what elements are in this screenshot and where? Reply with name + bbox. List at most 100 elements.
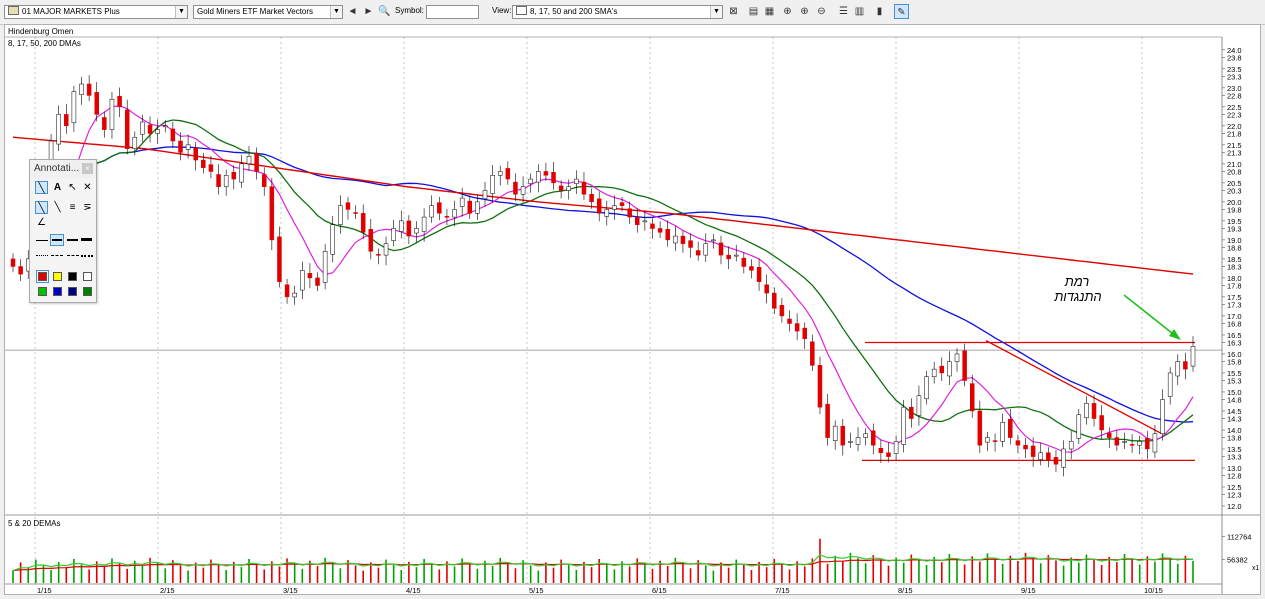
candle-body bbox=[459, 197, 465, 207]
annotations-panel[interactable]: Annotati... × ╲ A ↖ ✕ ╲ ╲ ≡ ⋝ ∠ bbox=[29, 159, 97, 303]
price-tick-label: 17.5 bbox=[1227, 293, 1242, 302]
candle-body bbox=[855, 437, 861, 445]
chevron-down-icon: ▼ bbox=[710, 6, 722, 18]
color-swatch[interactable] bbox=[68, 272, 77, 281]
next-symbol-button[interactable]: ► bbox=[363, 6, 374, 17]
color-swatch[interactable] bbox=[36, 270, 49, 283]
candle-body bbox=[1160, 399, 1165, 435]
candle-body bbox=[520, 186, 526, 195]
dash-dot-line-icon[interactable] bbox=[67, 255, 79, 256]
binoculars-icon[interactable]: 🔍 bbox=[378, 6, 391, 17]
close-icon[interactable]: × bbox=[82, 163, 93, 174]
thin-line-icon[interactable] bbox=[36, 240, 48, 241]
fan-lines-icon[interactable]: ⋝ bbox=[83, 202, 92, 213]
text-tool-icon[interactable]: A bbox=[53, 182, 62, 193]
thick-line-icon[interactable] bbox=[67, 239, 78, 241]
candle-body bbox=[612, 205, 617, 210]
candle-body bbox=[338, 205, 343, 225]
horizontal-line-icon[interactable]: ≡ bbox=[69, 202, 76, 213]
color-swatch[interactable] bbox=[68, 287, 77, 296]
color-swatch[interactable] bbox=[53, 287, 62, 296]
chart-settings-icon[interactable]: ▦ bbox=[764, 6, 775, 17]
candle-body bbox=[1053, 457, 1059, 465]
zoom-fit-icon[interactable]: ⊕ bbox=[783, 6, 792, 17]
price-volume-chart[interactable]: 24.023.8 23.523.3 23.022.8 22.522.3 22.021.8… bbox=[5, 25, 1260, 595]
delete-view-icon[interactable]: ⊠ bbox=[729, 6, 738, 17]
annotate-icon[interactable]: ✎ bbox=[894, 4, 909, 19]
medium-line-icon[interactable] bbox=[50, 234, 64, 246]
color-swatch[interactable] bbox=[53, 272, 62, 281]
price-tick-label: 23.8 bbox=[1227, 53, 1242, 62]
list-icon[interactable]: ☰ bbox=[839, 6, 848, 17]
symbol-select[interactable]: Gold Miners ETF Market Vectors ▼ bbox=[193, 5, 343, 19]
candle-body bbox=[1122, 441, 1127, 443]
candle-body bbox=[1076, 414, 1082, 439]
ray-icon[interactable]: ╲ bbox=[54, 202, 61, 213]
list-select[interactable]: 01 MAJOR MARKETS Plus ▼ bbox=[4, 5, 188, 19]
thickest-line-icon[interactable] bbox=[81, 238, 92, 241]
candle-body bbox=[185, 144, 191, 150]
color-swatch[interactable] bbox=[83, 272, 92, 281]
color-swatch[interactable] bbox=[38, 287, 47, 296]
symbol-input[interactable] bbox=[426, 5, 479, 19]
zoom-out-icon[interactable]: ⊖ bbox=[817, 6, 826, 17]
candle-body bbox=[1137, 441, 1142, 446]
candle-body bbox=[1015, 440, 1021, 446]
color-swatch[interactable] bbox=[83, 287, 92, 296]
candle-body bbox=[551, 171, 556, 184]
long-dash-line-icon[interactable] bbox=[81, 255, 93, 257]
candle-body bbox=[589, 194, 594, 203]
price-tick-label: 13.3 bbox=[1227, 453, 1242, 462]
pointer-tool-icon[interactable]: ↖ bbox=[68, 182, 77, 193]
volume-dema20-line bbox=[12, 558, 1194, 572]
candle-body bbox=[680, 235, 686, 244]
indicator-icon[interactable]: ▮ bbox=[876, 6, 883, 17]
volume-tick-label: 112764 bbox=[1227, 532, 1251, 541]
candle-body bbox=[543, 171, 549, 176]
candle-body bbox=[954, 353, 960, 362]
candle-body bbox=[1023, 444, 1028, 450]
trendline-icon[interactable]: ╲ bbox=[35, 201, 48, 214]
dotted-line-icon[interactable] bbox=[36, 255, 48, 256]
volume-panel-label: 5 & 20 DEMAs bbox=[8, 519, 60, 528]
price-tick-label: 22.5 bbox=[1227, 103, 1242, 112]
candle-body bbox=[94, 92, 99, 115]
dashed-line-icon[interactable] bbox=[51, 255, 63, 256]
chart-area[interactable]: 24.0 23.8 23.5 23.3 23.0 22.8 22.5 22.3 22.0 21.8… bbox=[4, 24, 1261, 595]
candle-body bbox=[642, 220, 648, 223]
candle-body bbox=[1152, 433, 1158, 453]
candle-body bbox=[749, 266, 754, 271]
save-view-icon[interactable]: ▤ bbox=[748, 6, 759, 17]
angle-icon[interactable]: ∠ bbox=[37, 217, 46, 228]
view-select[interactable]: 8, 17, 50 and 200 SMA's ▼ bbox=[512, 5, 723, 19]
grid-icon[interactable]: ▥ bbox=[854, 6, 865, 17]
candle-body bbox=[1167, 372, 1173, 397]
candle-body bbox=[1008, 419, 1013, 438]
price-tick-label: 23.3 bbox=[1227, 72, 1242, 81]
candle-body bbox=[832, 425, 838, 441]
candle-body bbox=[193, 147, 198, 161]
candle-body bbox=[1091, 403, 1097, 419]
candle-body bbox=[231, 171, 237, 180]
candle-body bbox=[170, 128, 176, 142]
candle-body bbox=[878, 447, 884, 454]
candle-body bbox=[695, 250, 701, 256]
candle-body bbox=[711, 239, 716, 242]
price-tick-label: 15.5 bbox=[1227, 369, 1242, 378]
zoom-in-icon[interactable]: ⊕ bbox=[800, 6, 809, 17]
candle-body bbox=[1084, 403, 1089, 419]
line-tool-icon[interactable]: ╲ bbox=[35, 181, 48, 194]
candle-body bbox=[18, 266, 23, 275]
volume-tick-label: 56382 bbox=[1227, 556, 1248, 565]
delete-tool-icon[interactable]: ✕ bbox=[83, 182, 92, 193]
price-tick-label: 20.8 bbox=[1227, 167, 1242, 176]
candle-body bbox=[581, 181, 587, 195]
price-tick-label: 14.3 bbox=[1227, 415, 1242, 424]
price-tick-label: 17.8 bbox=[1227, 282, 1242, 291]
price-tick-label: 15.8 bbox=[1227, 358, 1242, 367]
candle-body bbox=[863, 433, 868, 438]
price-tick-label: 18.3 bbox=[1227, 262, 1242, 271]
previous-symbol-button[interactable]: ◄ bbox=[347, 6, 358, 17]
price-tick-label: 16.3 bbox=[1227, 339, 1242, 348]
candle-body bbox=[71, 91, 77, 124]
